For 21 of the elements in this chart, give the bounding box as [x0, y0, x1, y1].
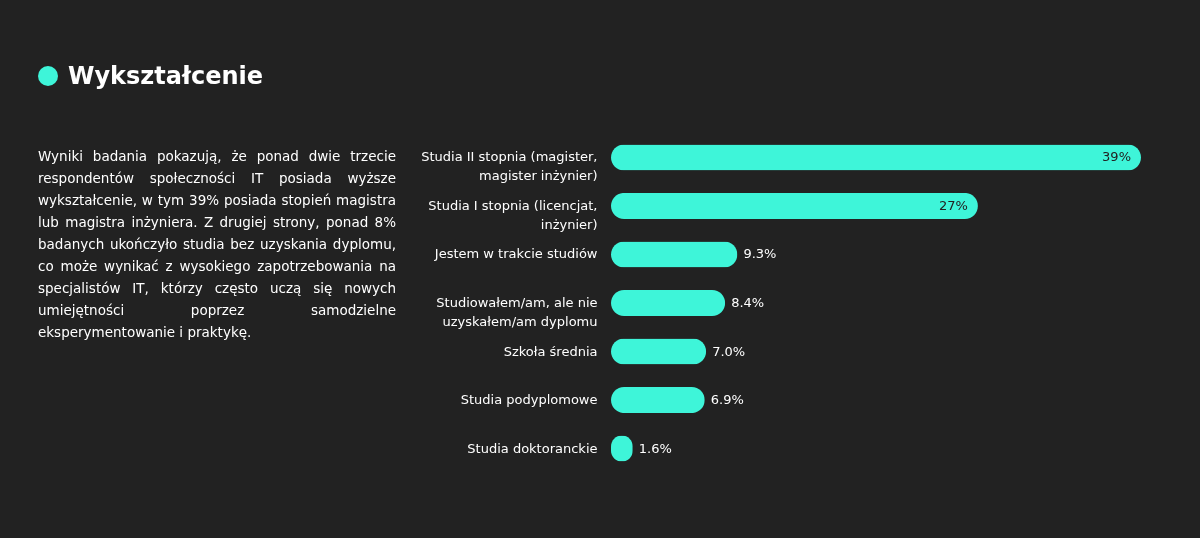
data-label: 39%: [1102, 149, 1131, 165]
y-tick-label: Studiowałem/am, ale nie uzyskałem/am dyplomu: [436, 295, 598, 329]
data-label: 7.0%: [712, 343, 746, 359]
text: Wykształcenie: [68, 62, 263, 90]
data-label: 27%: [939, 197, 968, 213]
y-tick-label: Studia podyplomowe: [460, 392, 598, 408]
bar: [611, 387, 705, 414]
bar: [611, 192, 978, 219]
text: Wyniki badania pokazują, że ponad dwie trzecie respondentów społeczności IT posiada wyższe wykształcenie, w tym 39% posiada stopień magistra lub magistra inżyniera. Z drugiej strony, ponad 8% badanych ukończyło studia bez uzyskania dyplomu, co może wynikać z wysokiego zapotrzebowania na specjalistów IT, którzy często uczą się nowych umiejętności poprzez samodzielne eksperymentowanie i praktykę.: [38, 148, 396, 340]
data-label: 8.4%: [731, 295, 765, 310]
y-tick-label: Studia II stopnia (magister, magister inżynier): [421, 149, 598, 184]
bar: [611, 144, 1141, 171]
data-label: 6.9%: [710, 392, 744, 408]
y-tick-label: Studia I stopnia (licencjat, inżynier): [428, 197, 598, 232]
bar: [611, 241, 738, 268]
y-tick-label: Szkoła średnia: [503, 343, 598, 359]
y-tick-label: Jestem w trakcie studiów: [433, 246, 598, 262]
data-label: 1.6%: [638, 440, 672, 456]
bar: [611, 290, 726, 316]
data-label: 9.3%: [743, 246, 777, 262]
y-tick-label: Studia doktoranckie: [467, 440, 598, 456]
